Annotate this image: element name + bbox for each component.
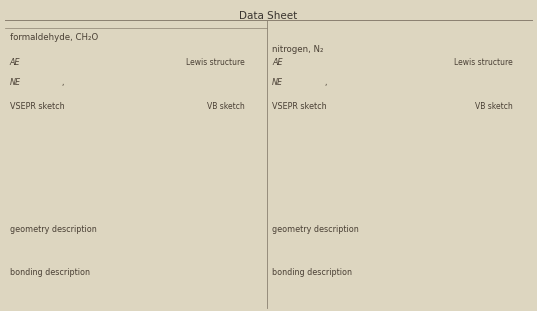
Text: AE: AE [272, 58, 283, 67]
Text: Lewis structure: Lewis structure [454, 58, 513, 67]
Text: ,: , [325, 78, 327, 87]
Text: VSEPR sketch: VSEPR sketch [272, 102, 327, 111]
Text: nitrogen, N₂: nitrogen, N₂ [272, 45, 324, 54]
Text: NE: NE [10, 78, 20, 87]
Text: VB sketch: VB sketch [207, 102, 244, 111]
Text: VB sketch: VB sketch [475, 102, 513, 111]
Text: formaldehyde, CH₂O: formaldehyde, CH₂O [10, 33, 98, 42]
Text: AE: AE [10, 58, 20, 67]
Text: geometry description: geometry description [10, 225, 97, 234]
Text: bonding description: bonding description [10, 268, 90, 277]
Text: NE: NE [272, 78, 283, 87]
Text: bonding description: bonding description [272, 268, 352, 277]
Text: VSEPR sketch: VSEPR sketch [10, 102, 64, 111]
Text: Lewis structure: Lewis structure [186, 58, 244, 67]
Text: geometry description: geometry description [272, 225, 359, 234]
Text: ,: , [62, 78, 64, 87]
Text: Data Sheet: Data Sheet [240, 11, 297, 21]
